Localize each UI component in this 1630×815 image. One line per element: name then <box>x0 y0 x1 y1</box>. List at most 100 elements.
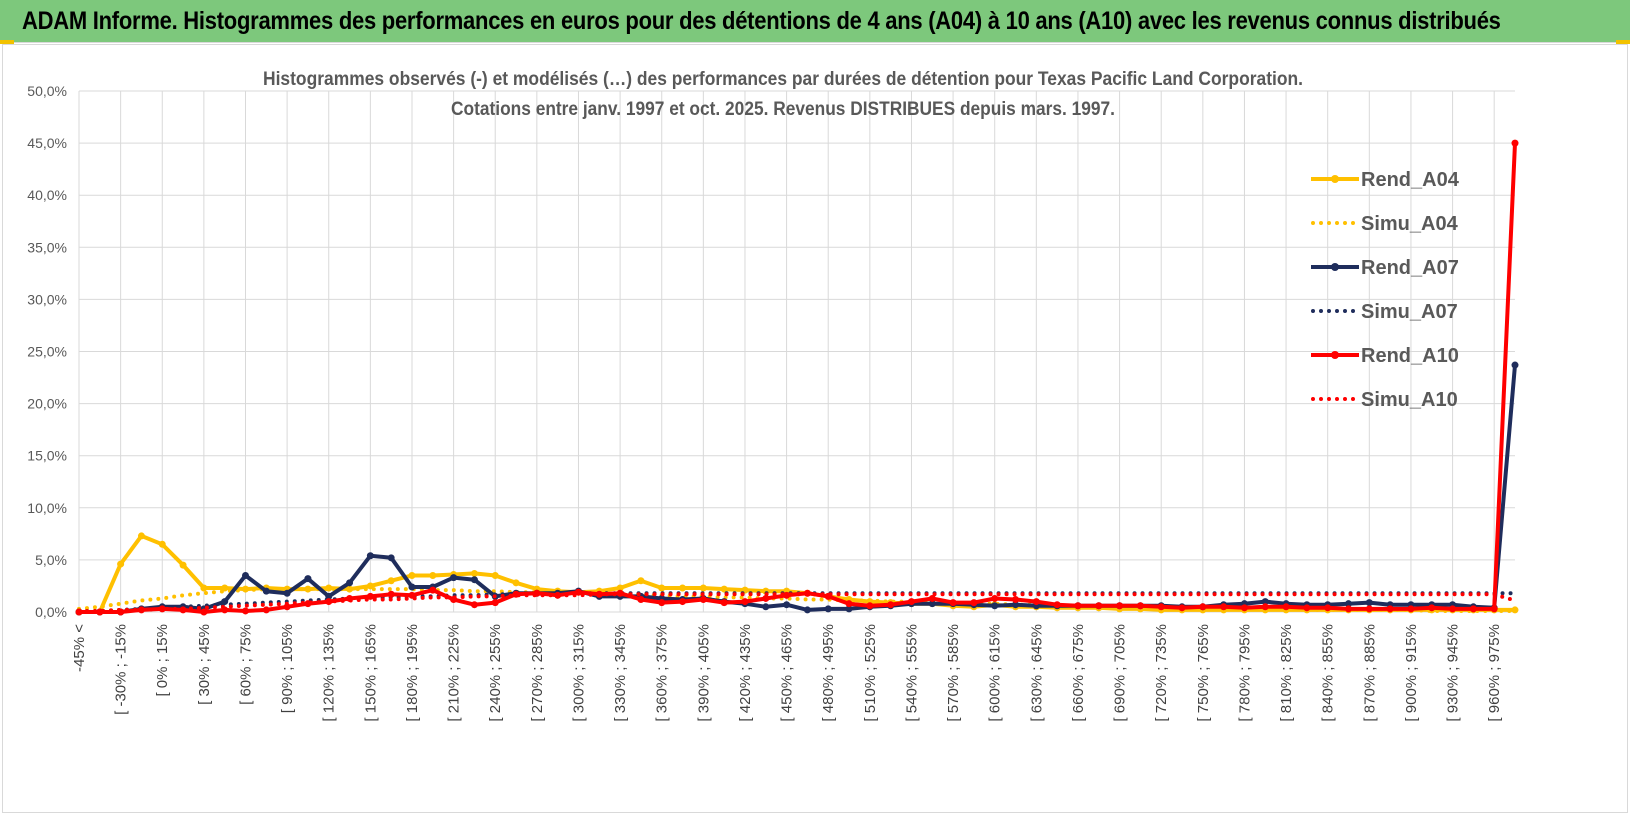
series-line-simu-a10 <box>77 592 1517 613</box>
data-point-rend-a10 <box>241 607 249 615</box>
data-point-rend-a10 <box>741 598 749 606</box>
data-point-rend-a07 <box>470 576 478 584</box>
data-point-rend-a10 <box>637 595 645 603</box>
data-point-rend-a10 <box>783 591 791 599</box>
data-point-rend-a10 <box>1240 604 1248 612</box>
series-layer <box>75 139 1519 616</box>
legend-label: Simu_A10 <box>1361 389 1458 411</box>
x-category-label: -45% < <box>71 624 88 672</box>
data-point-rend-a10 <box>1303 604 1311 612</box>
data-point-rend-a10 <box>1053 601 1061 609</box>
x-category-label: [ 480% ; 495% <box>820 624 837 722</box>
data-point-rend-a07 <box>1261 598 1269 606</box>
legend-marker <box>1331 175 1339 183</box>
data-point-rend-a04 <box>720 585 728 593</box>
data-point-rend-a10 <box>887 601 895 609</box>
data-point-rend-a04 <box>470 569 478 577</box>
data-point-rend-a07 <box>1365 599 1373 607</box>
data-point-rend-a04 <box>699 584 707 592</box>
x-category-label: [ 60% ; 75% <box>237 624 254 705</box>
data-point-rend-a10 <box>200 608 208 616</box>
data-point-rend-a04 <box>512 579 520 587</box>
corner-accent-left <box>0 40 14 44</box>
x-category-label: [ 210% ; 225% <box>446 624 463 722</box>
data-point-rend-a07 <box>366 552 374 560</box>
data-point-rend-a10 <box>1365 605 1373 613</box>
x-category-label: [ 540% ; 555% <box>903 624 920 722</box>
y-tick-label: 10,0% <box>27 500 67 516</box>
data-point-rend-a10 <box>1261 603 1269 611</box>
x-category-label: [ 150% ; 165% <box>362 624 379 722</box>
x-category-label: [ 390% ; 405% <box>695 624 712 722</box>
y-tick-label: 50,0% <box>27 83 67 99</box>
histogram-chart: 0,0% 5,0% 10,0% 15,0% 20,0% 25,0% 30,0% 35,0% 40… <box>27 69 1519 722</box>
x-category-label: [ 570% ; 585% <box>945 624 962 722</box>
data-point-rend-a07 <box>824 605 832 613</box>
data-point-rend-a10 <box>1282 603 1290 611</box>
data-point-rend-a07 <box>387 554 395 562</box>
x-category-label: [ 300% ; 315% <box>570 624 587 722</box>
data-point-rend-a10 <box>658 599 666 607</box>
data-point-rend-a07 <box>346 579 354 587</box>
y-tick-label: 20,0% <box>27 396 67 412</box>
data-point-rend-a10 <box>1012 595 1020 603</box>
x-category-label: [ 900% ; 915% <box>1403 624 1420 722</box>
data-point-rend-a07 <box>991 602 999 610</box>
data-point-rend-a10 <box>1074 602 1082 610</box>
x-category-label: [ 930% ; 945% <box>1445 624 1462 722</box>
data-point-rend-a10 <box>949 599 957 607</box>
data-point-rend-a04 <box>179 561 187 569</box>
data-point-rend-a10 <box>699 595 707 603</box>
data-point-rend-a10 <box>1136 602 1144 610</box>
legend-item-simu-a10: Simu_A10 <box>1311 389 1458 411</box>
x-category-label: [ 180% ; 195% <box>404 624 421 722</box>
x-category-label: [ 0% ; 15% <box>154 624 171 697</box>
x-category-label: [ 420% ; 435% <box>737 624 754 722</box>
y-tick-label: 5,0% <box>35 552 67 568</box>
data-point-rend-a10 <box>1199 603 1207 611</box>
data-point-rend-a07 <box>762 603 770 611</box>
legend-item-simu-a07: Simu_A07 <box>1311 301 1458 323</box>
data-point-rend-a04 <box>658 584 666 592</box>
x-category-label: [ 510% ; 525% <box>862 624 879 722</box>
data-point-rend-a10 <box>1386 605 1394 613</box>
series-rend-a10 <box>75 139 1519 616</box>
y-tick-label: 0,0% <box>35 604 67 620</box>
x-category-label: [ 360% ; 375% <box>654 624 671 722</box>
data-point-rend-a10 <box>1449 605 1457 613</box>
data-point-rend-a07 <box>450 574 458 582</box>
data-point-rend-a10 <box>1324 604 1332 612</box>
banner: ADAM Informe. Histogrammes des performan… <box>0 0 1630 43</box>
y-tick-label: 40,0% <box>27 187 67 203</box>
grid-layer <box>78 90 1515 613</box>
data-point-rend-a04 <box>616 584 624 592</box>
legend-label: Simu_A04 <box>1361 213 1459 235</box>
chart-frame: 0,0% 5,0% 10,0% 15,0% 20,0% 25,0% 30,0% 35,0% 40… <box>2 44 1628 813</box>
data-point-rend-a10 <box>366 592 374 600</box>
data-point-rend-a07 <box>1012 601 1020 609</box>
legend-marker <box>1331 263 1339 271</box>
x-category-label: [ 810% ; 825% <box>1278 624 1295 722</box>
y-tick-label: 45,0% <box>27 135 67 151</box>
data-point-rend-a04 <box>200 584 208 592</box>
x-category-label: [ 240% ; 255% <box>487 624 504 722</box>
chart-title-line-1: Histogrammes observés (-) et modélisés (… <box>263 69 1303 90</box>
data-point-rend-a07 <box>1511 361 1519 369</box>
series-rend-a07 <box>75 361 1519 616</box>
data-point-rend-a10 <box>907 598 915 606</box>
data-point-rend-a07 <box>241 572 249 580</box>
data-point-rend-a10 <box>991 594 999 602</box>
data-point-rend-a07 <box>283 589 291 597</box>
data-point-rend-a10 <box>470 601 478 609</box>
data-point-rend-a10 <box>1469 605 1477 613</box>
x-category-label: [ 30% ; 45% <box>196 624 213 705</box>
data-point-rend-a04 <box>491 572 499 580</box>
data-point-rend-a10 <box>387 590 395 598</box>
data-point-rend-a10 <box>429 586 437 594</box>
x-category-label: [ 720% ; 735% <box>1153 624 1170 722</box>
data-point-rend-a10 <box>158 605 166 613</box>
data-point-rend-a10 <box>1407 605 1415 613</box>
data-point-rend-a10 <box>970 599 978 607</box>
x-category-label: [ 870% ; 885% <box>1361 624 1378 722</box>
data-point-rend-a04 <box>1511 606 1519 614</box>
